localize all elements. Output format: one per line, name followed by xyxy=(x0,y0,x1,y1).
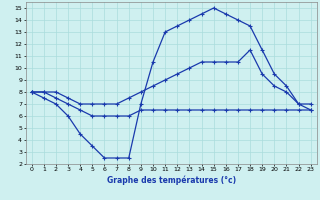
X-axis label: Graphe des températures (°c): Graphe des températures (°c) xyxy=(107,175,236,185)
